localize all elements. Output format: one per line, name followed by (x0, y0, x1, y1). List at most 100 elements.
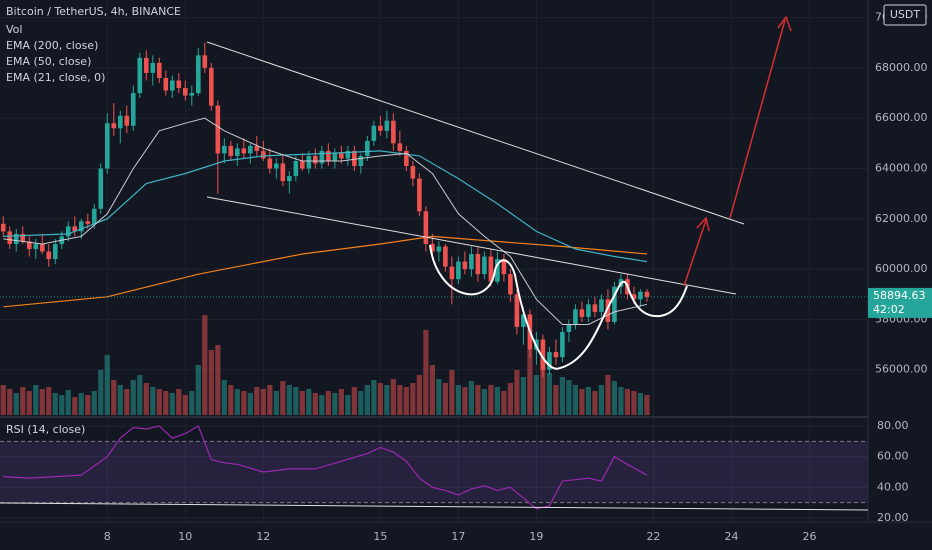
candle-body (644, 291, 650, 297)
volume-bar (182, 395, 188, 415)
volume-bar (579, 389, 585, 415)
candle-body (300, 160, 305, 169)
candle-body (104, 123, 110, 169)
volume-bar (78, 393, 84, 415)
volume-bar (293, 387, 299, 415)
drawings (0, 15, 869, 511)
candle-body (365, 140, 370, 156)
candle-body (391, 120, 396, 144)
rsi-tick-label: 40.00 (877, 480, 909, 493)
candle-body (319, 150, 325, 164)
volume-bar (449, 370, 455, 415)
volume-bar (514, 370, 520, 415)
candle-body (7, 231, 13, 244)
volume-bar (91, 391, 97, 415)
volume-bar (221, 380, 227, 415)
volume-bar (117, 385, 123, 415)
volume-bar (39, 389, 45, 415)
candle-body (638, 291, 643, 300)
volume-bar (247, 393, 253, 415)
volume-bar (572, 385, 579, 415)
volume-bar (390, 379, 396, 415)
candle-body (280, 163, 286, 182)
volume-bar (273, 391, 279, 415)
candle-body (482, 256, 487, 275)
candle-body (156, 62, 162, 78)
volume-bar (7, 389, 13, 415)
candle-body (313, 155, 318, 164)
rsi-tick-label: 60.00 (877, 450, 909, 463)
candle-body (540, 339, 546, 370)
candle-body (189, 93, 195, 96)
candle-body (358, 155, 364, 166)
candle-body (612, 286, 617, 322)
candle-body (176, 80, 182, 89)
volume-bar (176, 389, 182, 415)
candle-body (85, 221, 91, 224)
candle-body (33, 243, 39, 249)
volume-bar (546, 373, 553, 415)
volume-bar (65, 390, 71, 415)
volume-bar (111, 380, 117, 415)
candle-body (130, 93, 136, 126)
volume-bar (104, 355, 110, 415)
candle-body (384, 120, 390, 131)
candle-body (248, 145, 253, 154)
volume-bar (59, 395, 65, 415)
candle-body (521, 314, 526, 327)
candle-body (267, 158, 273, 169)
volume-bar (416, 375, 422, 415)
candle-body (215, 105, 221, 154)
volume-bar (189, 391, 195, 415)
volume-bar (46, 387, 52, 415)
last-price-label: 58894.63 (873, 289, 926, 302)
candle-body (586, 304, 591, 317)
volume-bar (72, 397, 78, 415)
volume-bar (423, 330, 429, 415)
trendline-upper (206, 41, 745, 225)
candle-body (495, 259, 500, 282)
candle-body (599, 299, 604, 312)
volume-bar (52, 393, 58, 415)
volume-bar (195, 365, 201, 415)
volume-bar (234, 389, 240, 415)
candle-body (137, 57, 143, 94)
volume-bar (377, 383, 383, 415)
projection-arrow (683, 219, 707, 287)
candle-body (592, 304, 598, 312)
candle-body (605, 299, 611, 322)
volume-bar (163, 391, 169, 415)
candle-body (410, 166, 416, 179)
volume-bar (267, 385, 273, 415)
candle-body (326, 150, 331, 161)
y-tick-label: 62000.00 (875, 212, 928, 225)
volume-bar (124, 389, 130, 415)
candle-body (20, 233, 26, 242)
candle-body (553, 352, 559, 358)
candle-body (436, 246, 442, 252)
volume-bar (0, 385, 6, 415)
x-tick-label: 10 (178, 530, 192, 543)
volume-bar (280, 381, 286, 415)
candle-body (397, 143, 403, 151)
currency-box (883, 4, 927, 26)
candle-body (143, 57, 149, 73)
candle-body (241, 148, 247, 154)
x-tick-label: 26 (802, 530, 816, 543)
rsi-tick-label: 20.00 (877, 511, 909, 524)
volume-bar (358, 391, 364, 415)
volume-bar (488, 385, 494, 415)
volume-bar (598, 385, 605, 415)
candle-body (163, 77, 169, 91)
volume-bar (585, 387, 592, 415)
volume-bar (351, 387, 357, 415)
volume-bar (33, 385, 39, 415)
volume-bar (169, 393, 175, 415)
volume-bar (442, 383, 448, 415)
volume-bar (325, 391, 331, 415)
volume-bar (624, 389, 631, 415)
candle-body (124, 115, 130, 126)
candle-body (228, 145, 234, 156)
volume-bar (384, 385, 390, 415)
